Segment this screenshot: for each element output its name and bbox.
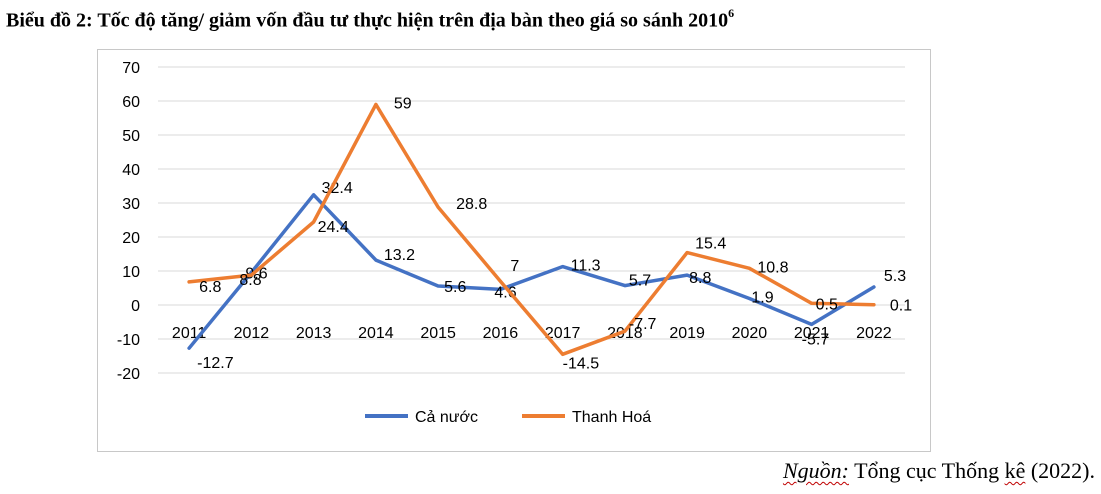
y-tick-label: 40 [122,162,140,179]
data-label: 8.8 [689,270,711,287]
data-point [374,258,378,262]
data-label: 7 [510,258,519,275]
x-tick-label: 2014 [358,325,394,342]
data-point [561,352,565,356]
data-point [747,266,751,270]
series-line-thanh-hoa [187,102,876,357]
x-tick-label: 2022 [856,325,892,342]
data-label: 5.3 [884,268,906,285]
data-point [810,301,814,305]
data-label: 28.8 [456,196,487,213]
data-label: 59 [394,95,412,112]
data-point [561,265,565,269]
y-tick-label: 20 [122,230,140,247]
source-label: Nguồn: [782,458,849,483]
y-tick-label: -10 [117,332,140,349]
source-text-c: (2022). [1030,458,1095,483]
y-tick-label: 50 [122,128,140,145]
x-tick-label: 2017 [545,325,581,342]
data-label: 13.2 [384,247,415,264]
data-label: -12.7 [197,355,234,372]
chart-title: Biểu đồ 2: Tốc độ tăng/ giảm vốn đầu tư … [6,6,735,33]
data-point [374,102,378,106]
data-point [187,280,191,284]
data-label: -5.7 [802,331,830,348]
x-tick-label: 2013 [296,325,332,342]
source-note: Nguồn: Tổng cục Thống kê (2022). [783,458,1095,484]
data-point [498,279,502,283]
data-point [312,193,316,197]
x-tick-label: 2021 [794,325,830,342]
x-tick-label: 2016 [483,325,519,342]
x-tick-label: 2019 [669,325,705,342]
legend-label-ca-nuoc: Cả nước [415,409,478,426]
y-tick-label: 0 [131,298,140,315]
data-point [436,205,440,209]
y-tick-label: 60 [122,94,140,111]
data-label: 15.4 [695,236,726,253]
data-point [685,273,689,277]
data-label: 0.5 [816,296,838,313]
chart-title-text: Biểu đồ 2: Tốc độ tăng/ giảm vốn đầu tư … [6,9,729,32]
source-text-a: Tổng cục Thống [854,458,1000,483]
data-label: 4.6 [494,284,516,301]
data-point [187,346,191,350]
data-point [436,284,440,288]
data-label: 5.6 [444,279,466,296]
data-point [623,329,627,333]
source-text-b: kê [1004,458,1026,483]
x-tick-label: 2015 [420,325,456,342]
legend-label-thanh-hoa: Thanh Hoá [572,409,651,426]
chart-frame [97,49,931,452]
data-label: 6.8 [199,279,221,296]
y-tick-label: 70 [122,60,140,77]
y-tick-label: -20 [117,366,140,383]
data-point [249,273,253,277]
data-point [872,303,876,307]
data-label: 5.7 [629,273,651,290]
data-label: -7.7 [629,316,657,333]
data-label: 24.4 [318,219,349,236]
data-point [872,285,876,289]
data-label: 11.3 [571,258,601,275]
data-point [312,220,316,224]
series-line-ca-nuoc [187,193,876,350]
data-label: -14.5 [563,355,600,372]
y-tick-label: 10 [122,264,140,281]
data-label: 9.6 [245,265,267,282]
data-label: 10.8 [757,259,788,276]
data-label: 8.8 [239,272,261,289]
data-label: 0.1 [890,298,912,315]
x-tick-label: 2018 [607,325,643,342]
data-point [685,251,689,255]
data-label: 1.9 [751,290,773,307]
data-point [810,322,814,326]
data-point [623,284,627,288]
x-tick-label: 2020 [732,325,768,342]
y-tick-label: 30 [122,196,140,213]
footnote-mark: 6 [728,6,735,20]
data-point [747,297,751,301]
x-tick-label: 2012 [234,325,270,342]
data-point [498,287,502,291]
